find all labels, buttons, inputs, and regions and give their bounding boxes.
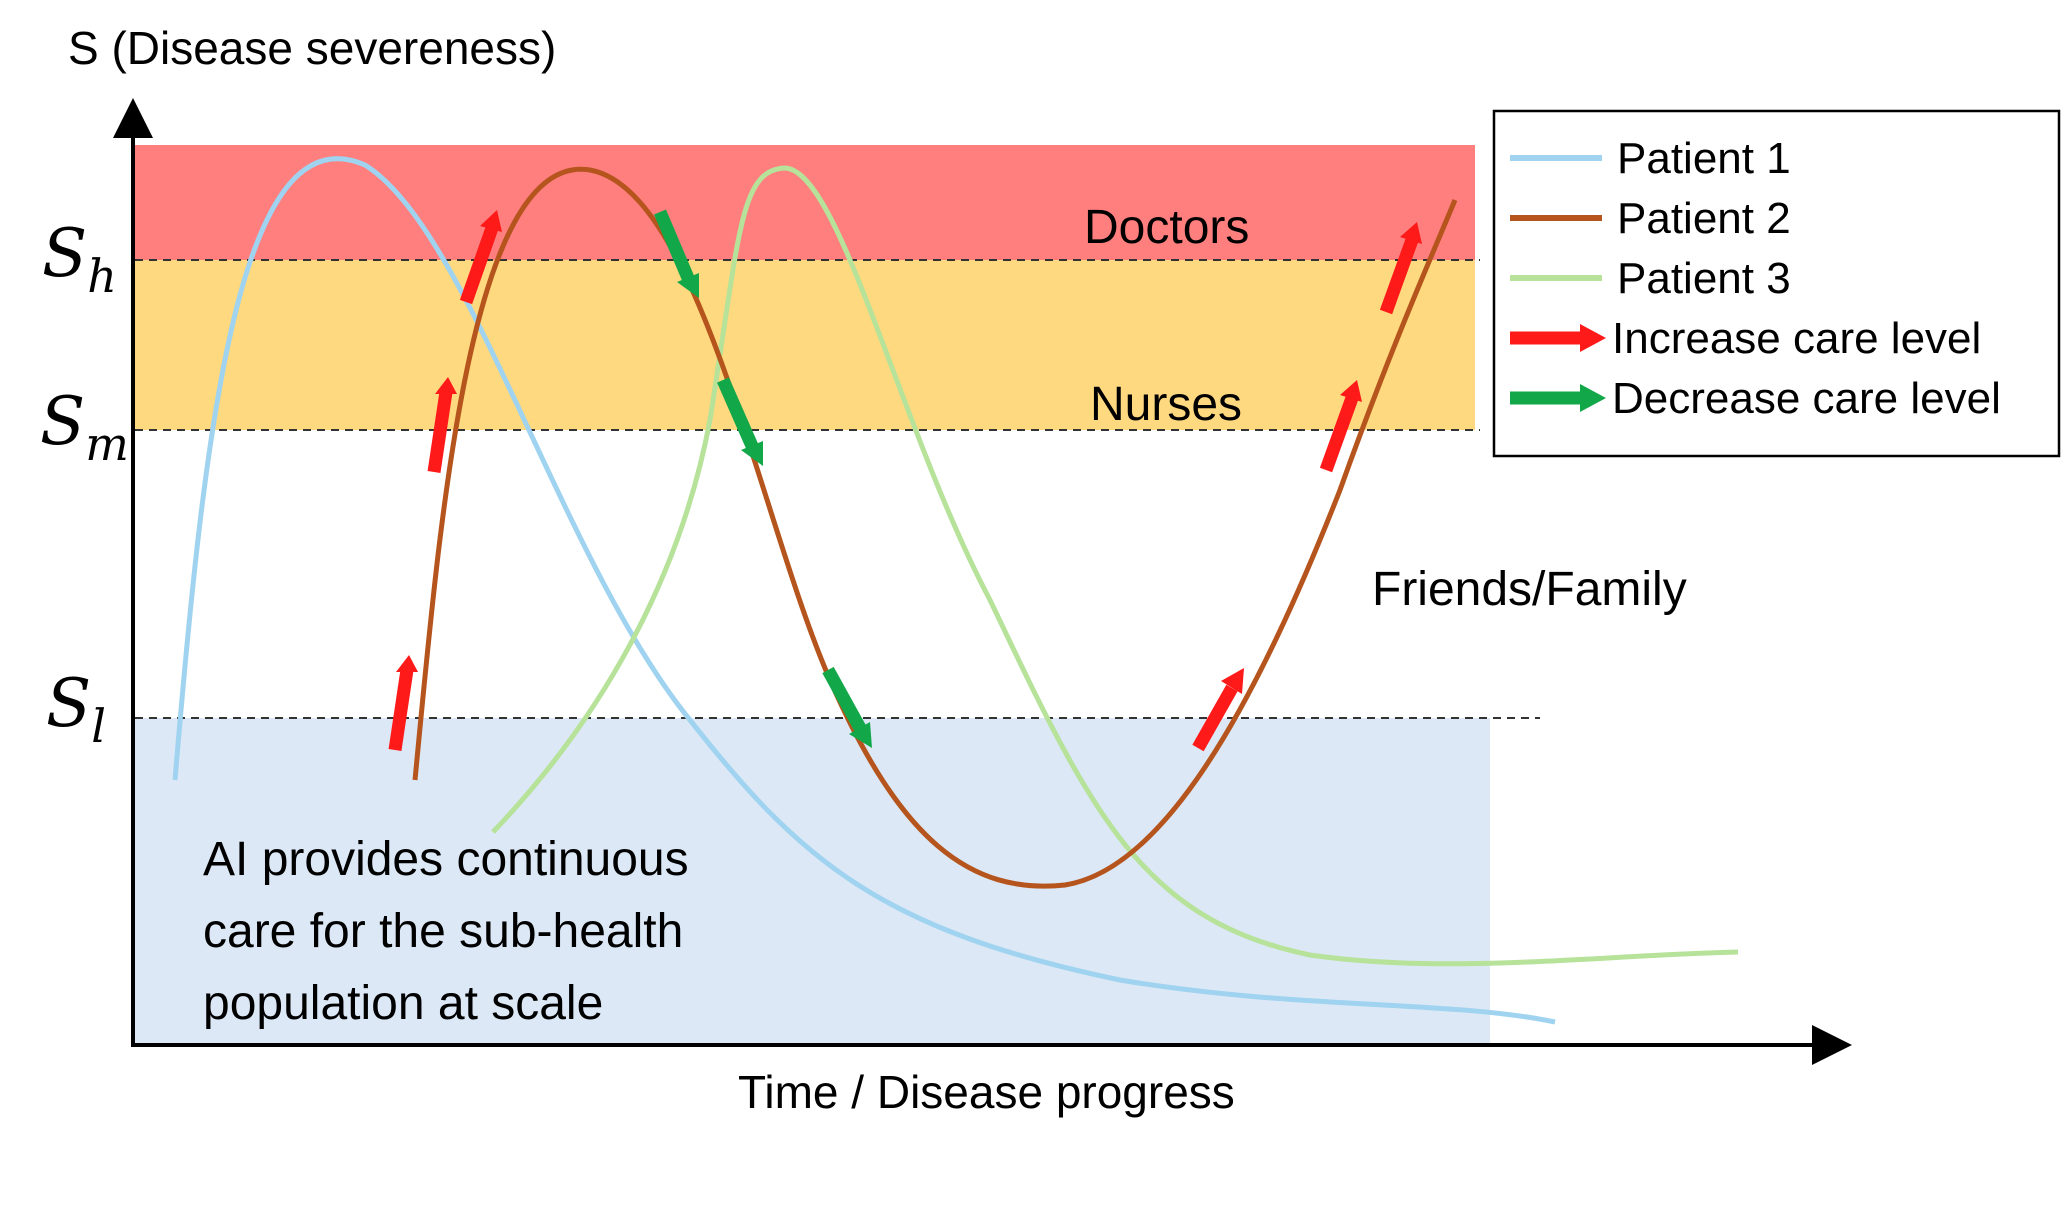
ai-zone-text: AI provides continuous care for the sub-… — [203, 833, 702, 1030]
doctors-zone — [135, 145, 1475, 260]
decrease-care-arrow — [654, 209, 699, 298]
doctors-label: Doctors — [1084, 201, 1249, 254]
y-axis-label: S (Disease severeness) — [68, 22, 556, 74]
patient-2-curve — [412, 166, 1458, 889]
legend-label: Patient 1 — [1617, 134, 1791, 183]
increase-care-arrow — [1379, 222, 1422, 315]
increase-care-arrow — [459, 210, 502, 305]
legend-item-patient-2: Patient 2 — [1510, 194, 1791, 243]
increase-care-arrow — [1319, 380, 1362, 473]
legend-label: Increase care level — [1612, 314, 1981, 363]
threshold-label-high: Sh — [42, 215, 117, 303]
patient-3-curve — [491, 165, 1739, 967]
legend-item-patient-3: Patient 3 — [1510, 254, 1791, 303]
x-axis-label: Time / Disease progress — [738, 1066, 1235, 1118]
legend-label: Patient 3 — [1617, 254, 1791, 303]
increase-care-arrow — [1192, 668, 1244, 752]
ai-zone-line: care for the sub-health — [203, 905, 683, 958]
legend: Patient 1 Patient 2 Patient 3 Increase c… — [1492, 109, 2061, 458]
ai-zone-line: AI provides continuous — [203, 833, 689, 886]
increase-care-arrow — [427, 377, 457, 473]
ai-zone — [135, 718, 1490, 1043]
legend-label: Decrease care level — [1612, 374, 2001, 423]
legend-label: Patient 2 — [1617, 194, 1791, 243]
increase-care-arrow — [388, 655, 418, 751]
threshold-label-medium: Sm — [40, 383, 129, 471]
friends-family-label: Friends/Family — [1372, 563, 1687, 616]
nurses-zone — [135, 260, 1475, 430]
legend-item-decrease: Decrease care level — [1510, 374, 2001, 423]
legend-item-increase: Increase care level — [1510, 314, 1981, 363]
decrease-care-arrow — [717, 377, 763, 466]
ai-zone-line: population at scale — [203, 977, 603, 1030]
threshold-label-low: Sl — [46, 665, 106, 753]
legend-item-patient-1: Patient 1 — [1510, 134, 1791, 183]
nurses-label: Nurses — [1090, 378, 1242, 431]
decrease-care-arrow — [822, 666, 872, 748]
